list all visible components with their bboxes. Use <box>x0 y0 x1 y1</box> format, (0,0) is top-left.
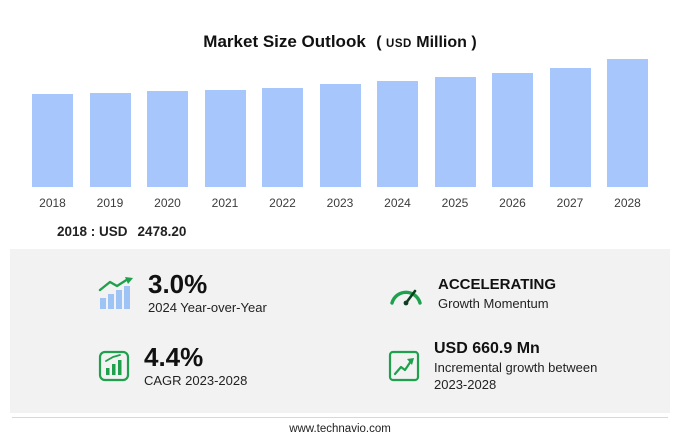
bar-2018 <box>32 94 73 187</box>
bar-chart-icon <box>98 350 130 382</box>
base-year-value: 2478.20 <box>137 224 187 239</box>
bar-column-2026: 2026 <box>492 73 533 210</box>
stat-label: Growth Momentum <box>438 295 549 311</box>
title-unit-currency: USD <box>386 38 412 50</box>
base-year-label: 2018 : USD <box>57 224 128 239</box>
bar-column-2021: 2021 <box>204 90 246 210</box>
stat-text: USD 660.9 Mn Incremental growth between … <box>434 339 599 393</box>
bar-2019 <box>89 93 131 187</box>
footer-divider <box>12 417 668 418</box>
bar-growth-icon <box>98 277 134 310</box>
stat-label: CAGR 2023-2028 <box>144 373 248 389</box>
base-year-note: 2018 : USD 2478.20 <box>57 224 680 239</box>
stat-momentum: ACCELERATING Growth Momentum <box>340 271 670 315</box>
bar-column-2025: 2025 <box>434 77 476 210</box>
title-text: Market Size Outlook <box>203 32 366 51</box>
x-tick-label: 2021 <box>211 196 239 210</box>
bar-column-2022: 2022 <box>262 88 303 210</box>
bar-column-2019: 2019 <box>89 93 131 210</box>
stat-value: USD 660.9 Mn <box>434 340 540 358</box>
bar-2025 <box>434 77 476 187</box>
title-unit-word: Million <box>416 34 467 51</box>
bar-chart: 2018 2019 2020 2021 2022 2023 2024 2025 2026 2027… <box>32 59 648 210</box>
footer: www.technavio.com <box>0 417 680 435</box>
stat-text: 3.0% 2024 Year-over-Year <box>148 269 267 316</box>
stat-incremental: USD 660.9 Mn Incremental growth between … <box>340 339 670 393</box>
x-tick-label: 2028 <box>614 196 641 210</box>
bar-2022 <box>262 88 303 187</box>
bar-column-2028: 2028 <box>607 59 648 210</box>
bar-2028 <box>607 59 648 187</box>
stat-text: 4.4% CAGR 2023-2028 <box>144 341 248 389</box>
bar-2020 <box>147 91 188 187</box>
bar-2027 <box>549 68 591 187</box>
title-unit: ( USD Million ) <box>376 34 476 51</box>
page-title: Market Size Outlook ( USD Million ) <box>0 0 680 52</box>
x-tick-label: 2023 <box>326 196 354 210</box>
x-tick-label: 2020 <box>154 196 181 210</box>
bar-2024 <box>377 81 418 187</box>
stat-text: ACCELERATING Growth Momentum <box>438 276 556 311</box>
bar-column-2018: 2018 <box>32 94 73 210</box>
gauge-icon <box>388 280 424 306</box>
x-tick-label: 2026 <box>499 196 526 210</box>
x-tick-label: 2022 <box>269 196 296 210</box>
stat-cagr: 4.4% CAGR 2023-2028 <box>10 339 340 393</box>
title-unit-open: ( <box>376 34 382 51</box>
bar-2026 <box>492 73 533 187</box>
stats-panel: 3.0% 2024 Year-over-Year ACCELERATING Gr… <box>10 249 670 413</box>
stat-value: ACCELERATING <box>438 275 557 293</box>
title-unit-close: ) <box>471 34 477 51</box>
bar-column-2020: 2020 <box>147 91 188 210</box>
stat-label: Incremental growth between 2023-2028 <box>434 360 598 392</box>
footer-url: www.technavio.com <box>289 423 391 435</box>
stat-value: 3.0% <box>148 269 208 299</box>
bar-series: 2018 2019 2020 2021 2022 2023 2024 2025 2026 2027… <box>32 59 648 210</box>
line-chart-icon <box>388 350 420 382</box>
stat-yoy: 3.0% 2024 Year-over-Year <box>10 269 340 316</box>
bar-column-2027: 2027 <box>549 68 591 210</box>
bar-column-2023: 2023 <box>319 84 361 210</box>
x-tick-label: 2018 <box>39 196 66 210</box>
x-tick-label: 2027 <box>556 196 584 210</box>
x-tick-label: 2019 <box>96 196 124 210</box>
bar-2021 <box>204 90 246 187</box>
bar-column-2024: 2024 <box>377 81 418 210</box>
bar-2023 <box>319 84 361 187</box>
stat-label: 2024 Year-over-Year <box>148 300 267 316</box>
stat-value: 4.4% <box>144 341 204 372</box>
x-tick-label: 2025 <box>441 196 469 210</box>
x-tick-label: 2024 <box>384 196 411 210</box>
